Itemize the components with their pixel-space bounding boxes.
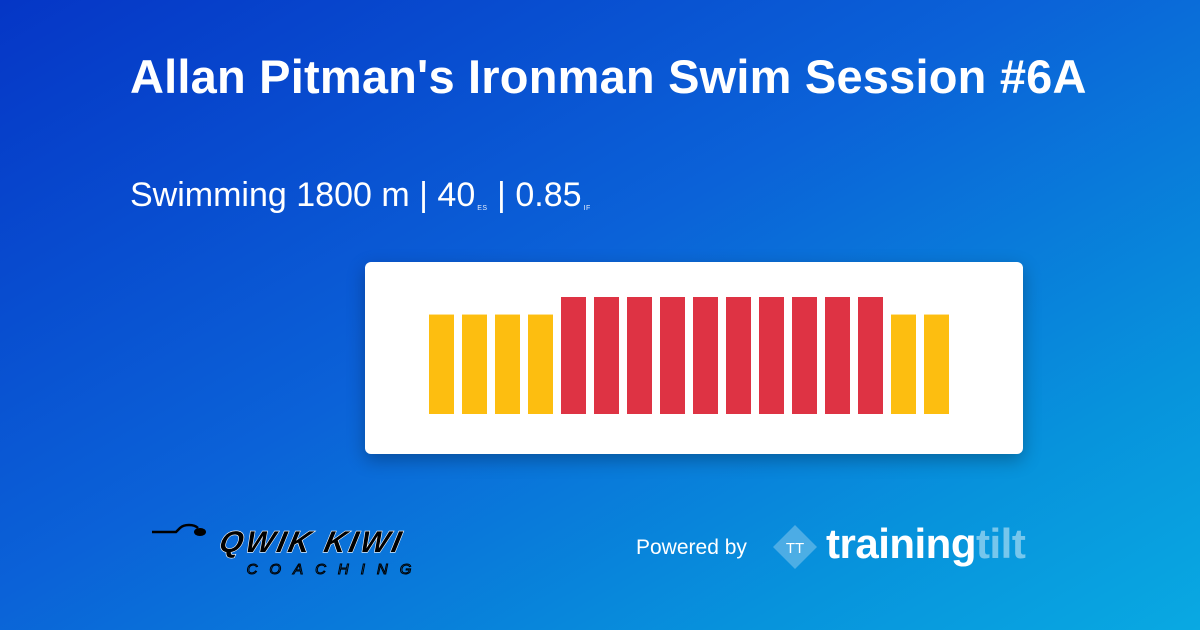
if-value: 0.85: [515, 176, 582, 214]
interval-bar: [693, 297, 718, 414]
interval-bar: [792, 297, 817, 414]
interval-bar: [924, 314, 949, 414]
kiwi-bird-icon: [152, 523, 206, 536]
interval-bar: [429, 314, 454, 414]
separator: |: [419, 176, 428, 214]
separator: |: [497, 176, 506, 214]
interval-bar: [726, 297, 751, 414]
workout-chart-card: [365, 262, 1023, 454]
tt-name-accent: tilt: [976, 520, 1026, 567]
workout-chart: [429, 297, 949, 414]
tt-badge-text: TT: [786, 540, 804, 557]
logo-primary-text: QWIK KIWI: [216, 526, 407, 559]
qwik-kiwi-coaching-logo: QWIK KIWI COACHING: [152, 523, 424, 578]
es-unit: ES: [477, 205, 488, 212]
interval-bar: [660, 297, 685, 414]
logo-secondary-text: COACHING: [247, 561, 424, 578]
page-title: Allan Pitman's Ironman Swim Session #6A: [130, 50, 1087, 103]
powered-by-label: Powered by: [636, 536, 747, 559]
interval-bar: [858, 297, 883, 414]
interval-bar: [528, 314, 553, 414]
workout-summary: Swimming 1800 m | 40 ES | 0.85 IF: [130, 174, 591, 230]
interval-bar: [594, 297, 619, 414]
interval-bar: [495, 314, 520, 414]
tt-name-main: training: [826, 520, 977, 567]
interval-bar: [759, 297, 784, 414]
interval-bar: [462, 314, 487, 414]
sport-label: Swimming: [130, 176, 287, 214]
interval-bar: [825, 297, 850, 414]
interval-bar: [891, 314, 916, 414]
trainingtilt-logo[interactable]: trainingtilt: [826, 518, 1026, 570]
interval-bar: [561, 297, 586, 414]
distance-value: 1800 m: [296, 176, 410, 214]
diamond-badge-icon: TT: [773, 525, 817, 569]
if-unit: IF: [583, 205, 591, 212]
interval-bar: [627, 297, 652, 414]
es-value: 40: [437, 176, 476, 214]
